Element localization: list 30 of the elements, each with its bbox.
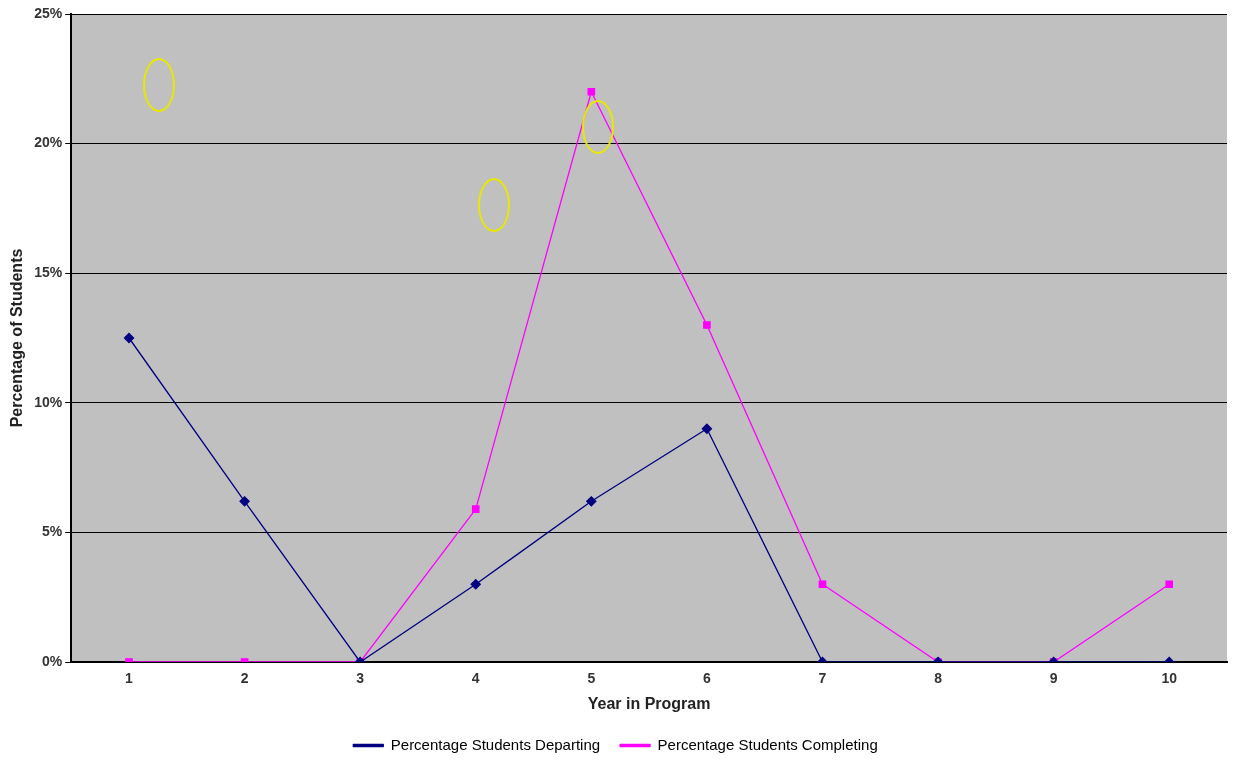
y-tick-label: 25% [34, 4, 63, 21]
y-tick-label: 0% [41, 652, 63, 669]
x-tick-label: 8 [934, 670, 943, 687]
point [586, 496, 597, 507]
x-tick-label: 5 [587, 670, 596, 687]
point [239, 496, 250, 507]
x-tick-label: 3 [356, 670, 365, 687]
y-tick-label: 20% [34, 134, 63, 151]
x-tick-label: 4 [471, 670, 480, 687]
legend-label: Percentage Students Completing [657, 735, 878, 753]
point [1165, 580, 1174, 589]
x-axis-title: Year in Program [587, 694, 711, 712]
y-axis-title: Percentage of Students [8, 248, 26, 428]
legend-label: Percentage Students Departing [390, 735, 601, 753]
point [818, 580, 827, 589]
point [703, 321, 711, 329]
x-tick-label: 2 [240, 670, 249, 687]
y-tick-label: 10% [34, 393, 63, 410]
y-tick-label: 15% [34, 264, 63, 281]
y-tick-label: 5% [41, 523, 63, 540]
x-tick-label: 7 [818, 670, 827, 687]
x-tick-label: 6 [703, 670, 711, 687]
x-tick-label: 10 [1161, 670, 1178, 687]
point [471, 505, 480, 513]
x-tick-label: 1 [125, 670, 134, 687]
point [470, 579, 481, 590]
x-tick-label: 9 [1049, 670, 1058, 687]
point [123, 332, 135, 344]
point [587, 87, 596, 96]
point [701, 423, 713, 434]
